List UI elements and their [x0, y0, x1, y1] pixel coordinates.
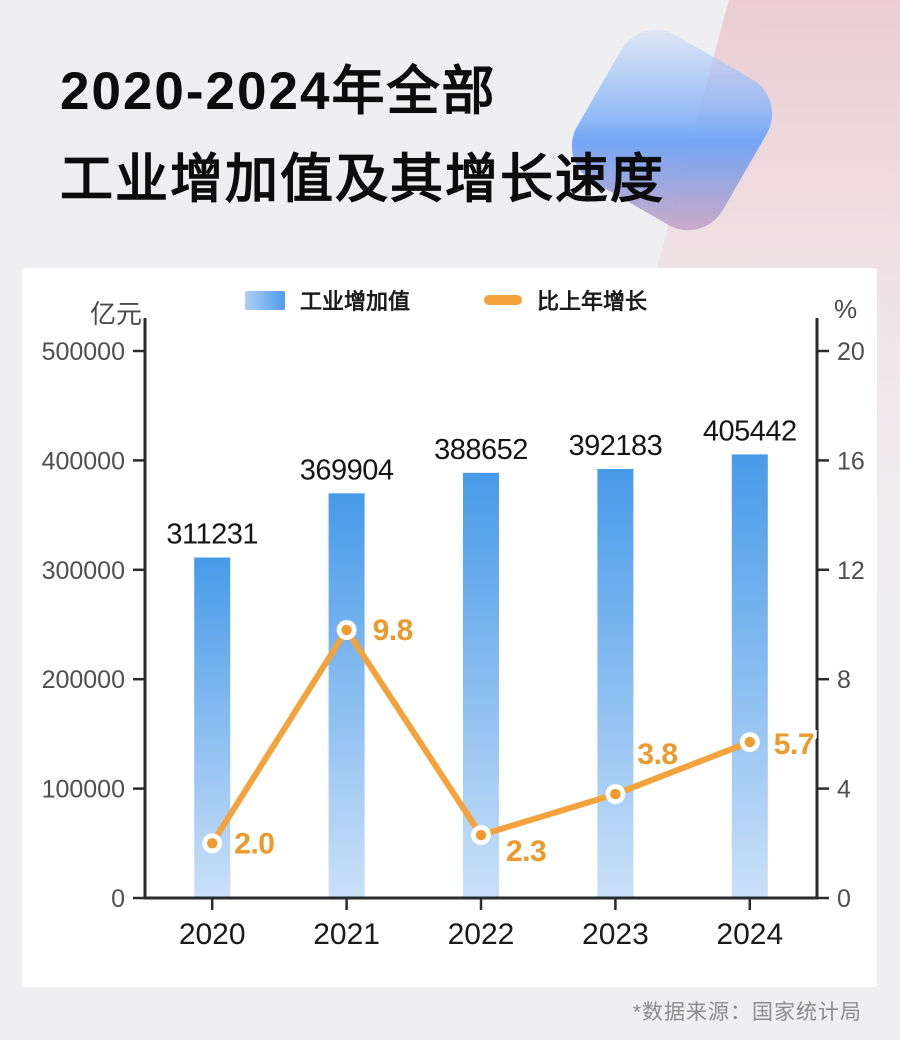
x-axis-label-2020: 2020 — [179, 918, 246, 951]
line-point-2024 — [744, 736, 755, 748]
bar-value-label-2024: 405442 — [703, 415, 797, 447]
bar-2023 — [597, 468, 634, 898]
line-series-swatch-icon — [484, 295, 523, 305]
bar-value-label-2022: 388652 — [434, 434, 528, 466]
title-line-2: 工业增加值及其增长速度 — [60, 150, 665, 209]
left-tick-label: 400000 — [42, 447, 125, 475]
line-point-2021 — [341, 624, 352, 636]
page-title: 2020-2024年全部 工业增加值及其增长速度 — [60, 48, 665, 224]
line-value-label-2021: 9.8 — [373, 614, 413, 647]
bar-value-label-2021: 369904 — [300, 454, 394, 486]
left-axis-unit: 亿元 — [90, 299, 143, 329]
x-axis-label-2023: 2023 — [582, 918, 649, 951]
bar-2021 — [328, 493, 365, 898]
legend-item-line: 比上年增长 — [484, 284, 647, 316]
legend-item-bar: 工业增加值 — [245, 284, 410, 316]
left-tick-label: 500000 — [42, 338, 125, 366]
data-source-note: *数据来源：国家统计局 — [632, 1001, 862, 1024]
line-value-label-2020: 2.0 — [234, 827, 274, 860]
line-point-2022 — [475, 829, 487, 841]
line-point-2023 — [610, 788, 621, 800]
bar-2024 — [731, 454, 768, 898]
x-axis-label-2022: 2022 — [448, 918, 515, 951]
right-tick-label: 8 — [837, 666, 851, 694]
x-axis-label-2024: 2024 — [716, 918, 783, 951]
bar-value-label-2023: 392183 — [569, 430, 663, 462]
line-point-2020 — [207, 838, 218, 849]
left-tick-label: 200000 — [42, 666, 125, 694]
right-tick-label: 16 — [837, 447, 865, 475]
left-tick-label: 0 — [111, 885, 125, 913]
chart-card: 工业增加值 比上年增长 亿元 % 311231 369904 388652 39218… — [22, 268, 877, 987]
bar-series-label: 工业增加值 — [300, 289, 411, 314]
right-tick-label: 4 — [837, 776, 851, 804]
x-axis-label-2021: 2021 — [313, 918, 380, 951]
right-tick-label: 12 — [837, 557, 865, 585]
chart-legend: 工业增加值 比上年增长 — [245, 284, 647, 316]
right-tick-label: 20 — [837, 338, 865, 366]
line-value-label-2024: 5.7 — [774, 728, 814, 761]
line-value-label-2023: 3.8 — [637, 738, 677, 771]
right-axis-unit: % — [834, 294, 858, 324]
bar-series-swatch-icon — [245, 290, 285, 310]
title-line-1: 2020-2024年全部 — [60, 62, 497, 121]
left-tick-label: 300000 — [42, 557, 125, 585]
left-tick-label: 100000 — [42, 776, 125, 804]
bar-value-label-2020: 311231 — [166, 519, 258, 551]
right-tick-label: 0 — [837, 885, 851, 913]
line-value-label-2022: 2.3 — [506, 835, 546, 868]
line-series-label: 比上年增长 — [537, 289, 648, 314]
